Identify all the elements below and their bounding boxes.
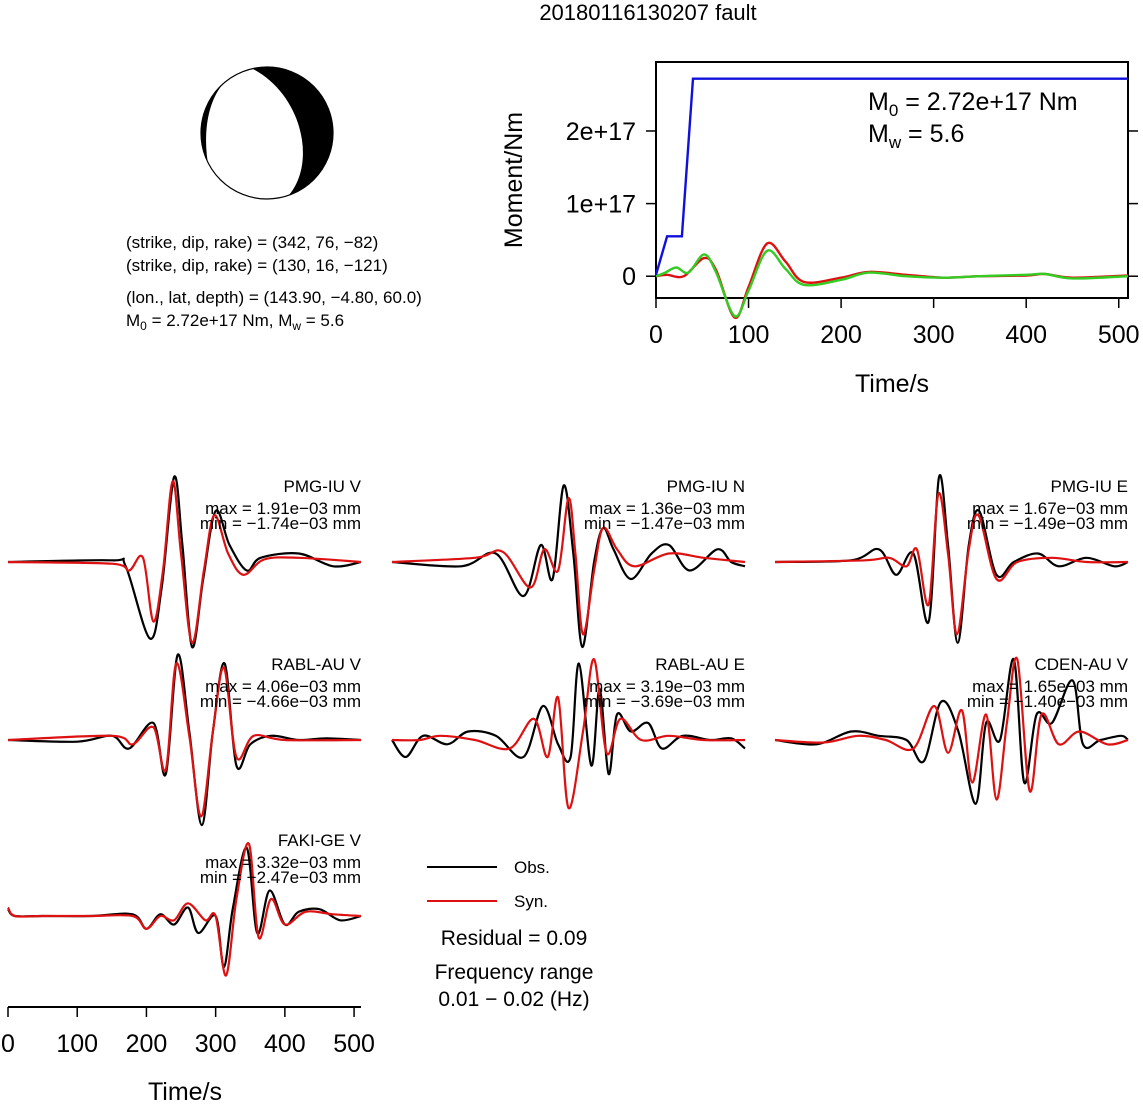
trace-min-label: min = −1.74e−03 mm	[200, 514, 361, 533]
legend-obs-label: Obs.	[514, 858, 550, 877]
station-label: PMG-IU V	[284, 477, 362, 496]
frequency-range-title: Frequency range	[435, 961, 594, 984]
trace-min-label: min = −1.40e−03 mm	[967, 692, 1128, 711]
waveform-time-axis: 0 100 200 300 400 500 Time/s	[1, 1006, 375, 1104]
station-label: CDEN-AU V	[1034, 655, 1128, 674]
synthetic-trace	[774, 656, 1129, 801]
time-axis-tick-label: 500	[333, 1030, 375, 1058]
time-axis-label: Time/s	[148, 1078, 222, 1104]
moment-x-tick-label: 100	[728, 321, 770, 349]
nodal-plane-2: (strike, dip, rake) = (130, 16, −121)	[126, 256, 388, 275]
beachball-icon	[200, 66, 334, 200]
trace-min-label: min = −2.47e−03 mm	[200, 868, 361, 887]
time-axis-tick-label: 100	[56, 1030, 98, 1058]
trace-max-label: max = 1.36e−03 mm	[589, 499, 745, 518]
residual-text: Residual = 0.09	[441, 927, 588, 950]
station-label: RABL-AU E	[655, 655, 745, 674]
observed-trace	[774, 658, 1129, 805]
moment-series-moment_green	[655, 249, 1129, 318]
synthetic-trace	[7, 480, 362, 644]
time-axis-tick-label: 300	[195, 1030, 237, 1058]
moment-y-tick-label: 2e+17	[566, 118, 636, 146]
time-axis-tick-label: 0	[1, 1030, 15, 1058]
legend-syn-label: Syn.	[514, 892, 548, 911]
time-axis-tick-label: 400	[264, 1030, 306, 1058]
moment-annotation-mw: Mw = 5.6	[868, 120, 964, 152]
station-label: PMG-IU N	[667, 477, 745, 496]
synthetic-trace	[7, 842, 362, 977]
source-location: (lon., lat, depth) = (143.90, −4.80, 60.…	[126, 288, 422, 307]
observed-trace	[7, 475, 362, 649]
trace-min-label: min = −3.69e−03 mm	[584, 692, 745, 711]
time-axis-tick-label: 200	[126, 1030, 168, 1058]
moment-x-tick-label: 300	[913, 321, 955, 349]
moment-plot-frame	[655, 61, 1129, 299]
nodal-plane-1: (strike, dip, rake) = (342, 76, −82)	[126, 233, 378, 252]
observed-trace	[391, 662, 746, 776]
legend: Obs. Syn.	[427, 858, 550, 911]
moment-series-synthetic	[655, 241, 1129, 319]
moment-x-tick-label: 500	[1098, 321, 1140, 349]
trace-max-label: max = 1.67e−03 mm	[972, 499, 1128, 518]
trace-max-label: max = 3.32e−03 mm	[205, 853, 361, 872]
observed-trace	[774, 473, 1129, 644]
station-label: PMG-IU E	[1051, 477, 1128, 496]
synthetic-trace	[774, 491, 1129, 636]
moment-y-tick-label: 1e+17	[566, 191, 636, 219]
moment-x-tick-label: 400	[1005, 321, 1047, 349]
trace-min-label: min = −4.66e−03 mm	[200, 692, 361, 711]
trace-max-label: max = 1.65e−03 mm	[972, 677, 1128, 696]
figure-title: 20180116130207 fault	[539, 0, 756, 25]
moment-y-tick-label: 0	[622, 263, 636, 291]
trace-max-label: max = 4.06e−03 mm	[205, 677, 361, 696]
station-label: RABL-AU V	[271, 655, 361, 674]
moment-x-tick-label: 200	[820, 321, 862, 349]
moment-annotation-m0: M0 = 2.72e+17 Nm	[868, 88, 1078, 120]
moment-series-moment	[654, 77, 1128, 276]
trace-min-label: min = −1.49e−03 mm	[967, 514, 1128, 533]
trace-max-label: max = 1.91e−03 mm	[205, 499, 361, 518]
trace-max-label: max = 3.19e−03 mm	[589, 677, 745, 696]
trace-min-label: min = −1.47e−03 mm	[584, 514, 745, 533]
moment-x-axis-label: Time/s	[855, 370, 929, 398]
moment-x-tick-label: 0	[649, 321, 663, 349]
source-moment: M0 = 2.72e+17 Nm, Mw = 5.6	[126, 311, 344, 333]
synthetic-trace	[7, 662, 362, 818]
moment-chart: 0 100 200 300 400 500 0 1e+17 2e+17 Time/s Moment/…	[500, 61, 1140, 398]
frequency-range-value: 0.01 − 0.02 (Hz)	[438, 988, 589, 1011]
observed-trace	[7, 653, 362, 827]
synthetic-trace	[391, 658, 746, 810]
synthetic-trace	[391, 497, 746, 636]
station-label: FAKI-GE V	[278, 831, 362, 850]
moment-y-axis-label: Moment/Nm	[500, 112, 528, 248]
